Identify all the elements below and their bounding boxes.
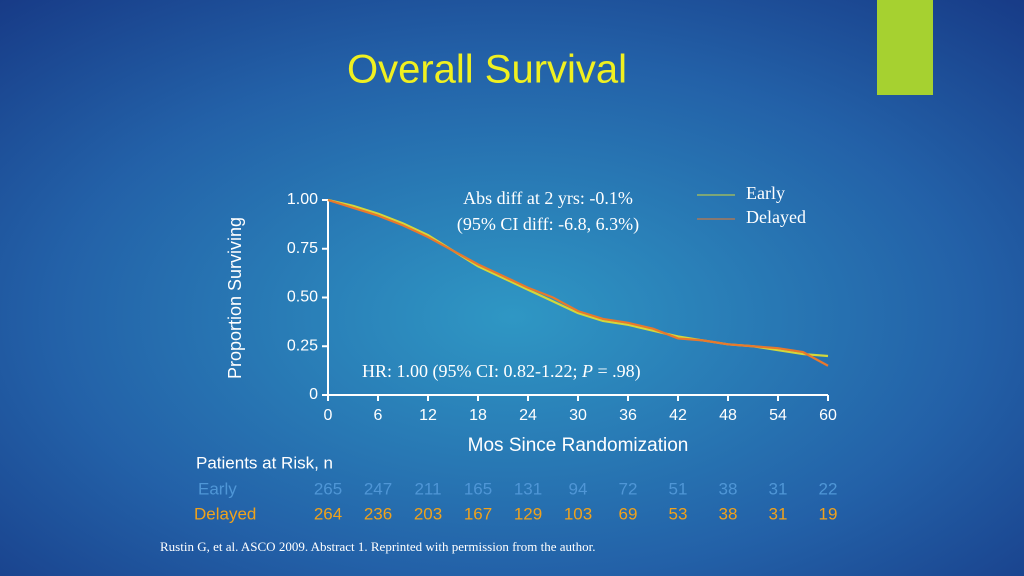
risk-value: 22 [819, 479, 838, 498]
x-tick-label: 54 [769, 407, 787, 424]
risk-value: 167 [464, 504, 492, 523]
x-tick-label: 6 [374, 407, 383, 424]
risk-row-label: Early [198, 479, 237, 498]
accent-block [877, 0, 933, 95]
risk-value: 265 [314, 479, 342, 498]
annotation-part: P [581, 361, 593, 381]
x-axis-label: Mos Since Randomization [468, 435, 689, 456]
risk-value: 165 [464, 479, 492, 498]
y-axis-label: Proportion Surviving [225, 217, 245, 379]
annotation-part: = .98) [593, 361, 641, 382]
chart-title: Overall Survival [347, 48, 627, 92]
y-tick-label: 0 [309, 386, 318, 403]
y-tick-label: 0.75 [287, 240, 318, 257]
survival-curve [327, 198, 829, 367]
x-tick-label: 24 [519, 407, 537, 424]
y-tick-label: 1.00 [287, 191, 318, 208]
risk-value: 247 [364, 479, 392, 498]
x-tick-label: 48 [719, 407, 737, 424]
risk-value: 31 [769, 504, 788, 523]
x-tick-label: 30 [569, 407, 587, 424]
risk-table-title: Patients at Risk, n [196, 453, 333, 472]
risk-value: 129 [514, 504, 542, 523]
legend-label: Delayed [746, 207, 806, 227]
risk-value: 103 [564, 504, 592, 523]
annotation: HR: 1.00 (95% CI: 0.82-1.22; P = .98) [362, 361, 641, 382]
risk-value: 53 [669, 504, 688, 523]
x-tick-label: 12 [419, 407, 437, 424]
risk-value: 94 [569, 479, 588, 498]
annotation: (95% CI diff: -6.8, 6.3%) [457, 214, 639, 235]
annotation: Abs diff at 2 yrs: -0.1% [463, 188, 633, 208]
x-tick-label: 18 [469, 407, 487, 424]
y-tick-label: 0.50 [287, 289, 318, 306]
risk-value: 38 [719, 479, 738, 498]
risk-value: 31 [769, 479, 788, 498]
risk-value: 38 [719, 504, 738, 523]
y-tick-label: 0.25 [287, 337, 318, 354]
legend-label: Early [746, 183, 785, 203]
risk-value: 69 [619, 504, 638, 523]
x-tick-label: 36 [619, 407, 637, 424]
x-tick-label: 0 [324, 407, 333, 424]
risk-value: 131 [514, 479, 542, 498]
risk-value: 264 [314, 504, 342, 523]
risk-value: 203 [414, 504, 442, 523]
risk-value: 211 [414, 479, 441, 498]
risk-value: 19 [819, 504, 838, 523]
risk-row-label: Delayed [194, 504, 256, 523]
x-tick-label: 60 [819, 407, 837, 424]
risk-value: 236 [364, 504, 392, 523]
risk-value: 51 [669, 479, 688, 498]
annotation-part: HR: 1.00 (95% CI: 0.82-1.22; [362, 361, 582, 382]
footnote: Rustin G, et al. ASCO 2009. Abstract 1. … [160, 539, 595, 554]
risk-value: 72 [619, 479, 638, 498]
x-tick-label: 42 [669, 407, 687, 424]
